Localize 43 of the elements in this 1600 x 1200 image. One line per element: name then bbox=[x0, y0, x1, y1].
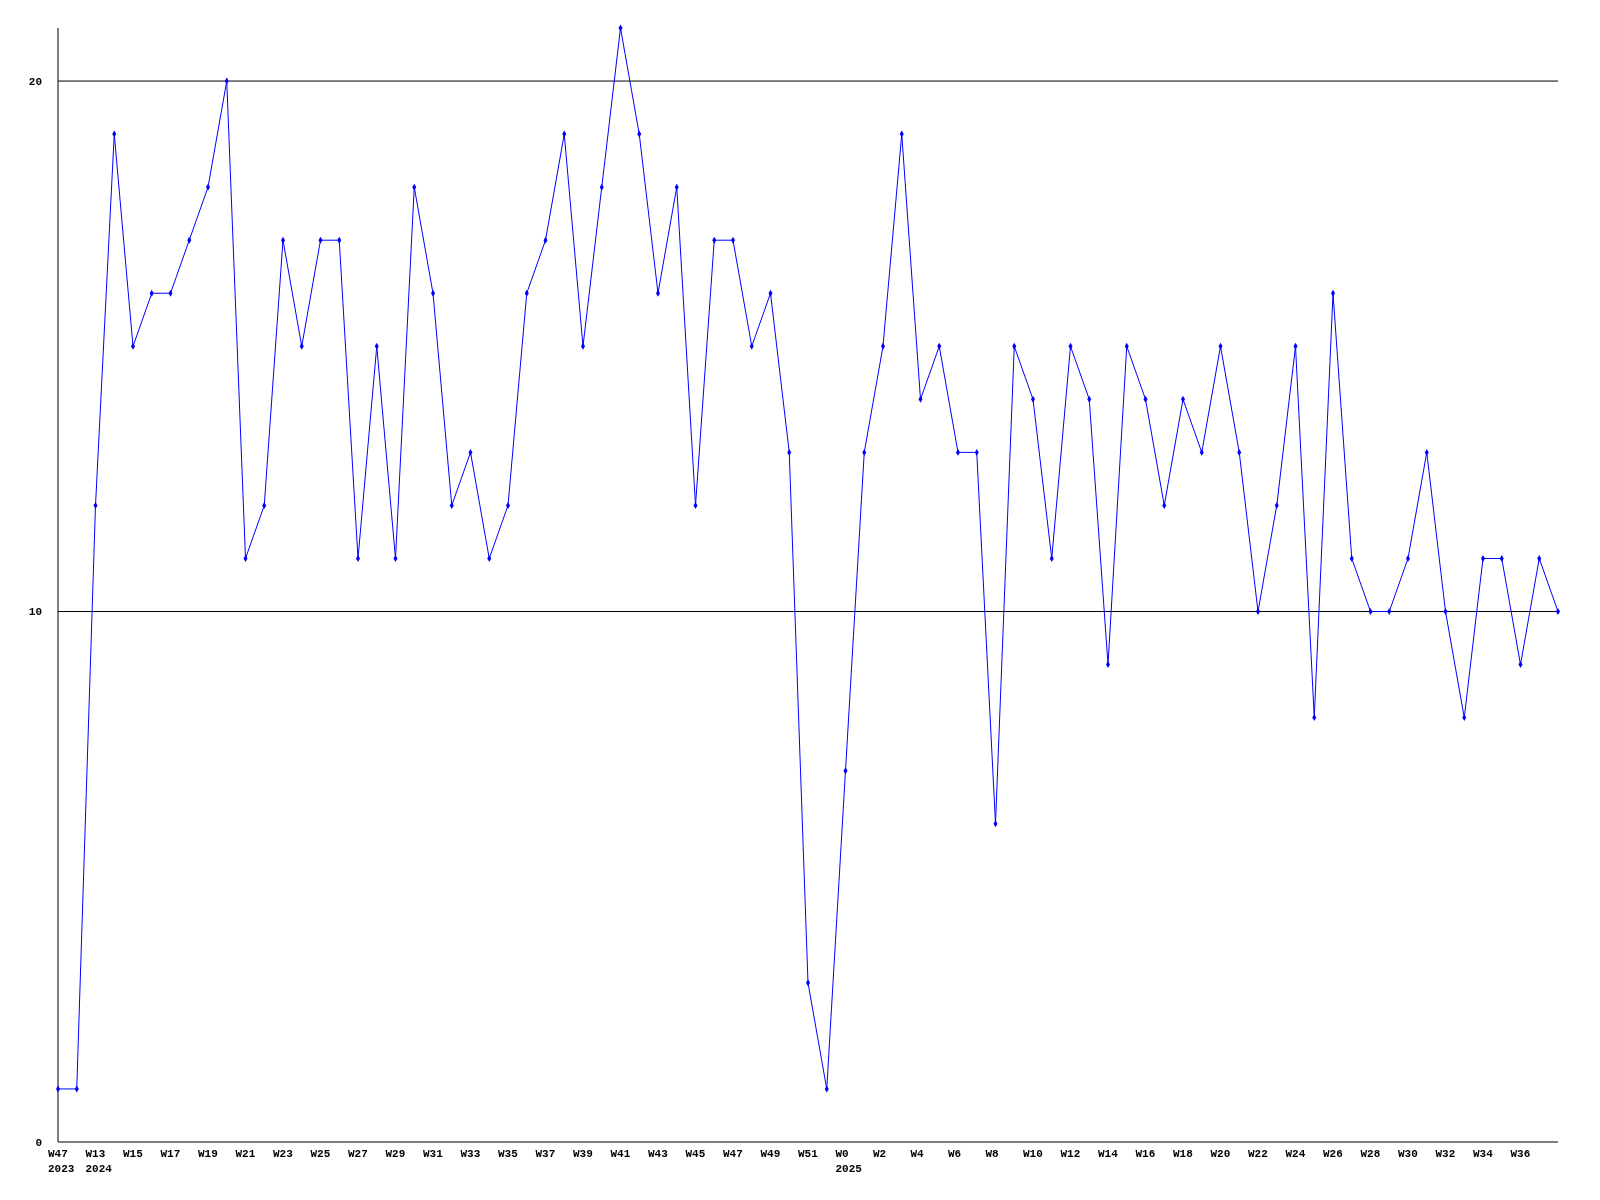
x-tick-label: W49 bbox=[760, 1148, 781, 1160]
x-tick-label: W10 bbox=[1023, 1148, 1043, 1160]
x-tick-label: W39 bbox=[573, 1148, 593, 1160]
x-tick-label: W47 2023 bbox=[48, 1148, 75, 1175]
x-tick-label: W28 bbox=[1360, 1148, 1381, 1160]
x-tick-label: W41 bbox=[610, 1148, 631, 1160]
x-tick-label: W35 bbox=[498, 1148, 519, 1160]
y-tick-label: 0 bbox=[35, 1136, 42, 1149]
x-tick-label: W30 bbox=[1398, 1148, 1418, 1160]
x-tick-label: W20 bbox=[1210, 1148, 1231, 1160]
x-tick-label: W51 bbox=[798, 1148, 819, 1160]
x-tick-label: W17 bbox=[160, 1148, 181, 1160]
x-tick-label: W45 bbox=[685, 1148, 706, 1160]
x-tick-label: W4 bbox=[910, 1148, 925, 1160]
x-tick-label: W33 bbox=[460, 1148, 481, 1160]
x-tick-label: W34 bbox=[1473, 1148, 1494, 1160]
x-tick-label: W36 bbox=[1510, 1148, 1531, 1160]
x-tick-label: W15 bbox=[123, 1148, 144, 1160]
x-tick-label: W21 bbox=[235, 1148, 256, 1160]
x-tick-label: W37 bbox=[535, 1148, 556, 1160]
x-tick-label: W16 bbox=[1135, 1148, 1156, 1160]
y-tick-label: 20 bbox=[28, 75, 42, 88]
y-tick-label: 10 bbox=[28, 606, 42, 619]
x-tick-label: W29 bbox=[385, 1148, 406, 1160]
x-tick-label: W31 bbox=[423, 1148, 444, 1160]
x-tick-label: W8 bbox=[985, 1148, 1000, 1160]
x-tick-label: W23 bbox=[273, 1148, 294, 1160]
x-tick-label: W6 bbox=[948, 1148, 962, 1160]
x-tick-label: W47 bbox=[723, 1148, 743, 1160]
x-tick-label: W27 bbox=[348, 1148, 368, 1160]
x-tick-label: W25 bbox=[310, 1148, 331, 1160]
x-tick-label: W26 bbox=[1323, 1148, 1343, 1160]
x-tick-label: W22 bbox=[1248, 1148, 1268, 1160]
x-tick-label: W14 bbox=[1098, 1148, 1119, 1160]
x-tick-label: W24 bbox=[1285, 1148, 1306, 1160]
x-tick-label: W19 bbox=[198, 1148, 218, 1160]
x-tick-label: W0 2025 bbox=[835, 1148, 863, 1175]
x-tick-label: W12 bbox=[1060, 1148, 1081, 1160]
x-tick-label: W2 bbox=[873, 1148, 887, 1160]
x-tick-label: W13 2024 bbox=[85, 1148, 113, 1175]
x-tick-label: W18 bbox=[1173, 1148, 1194, 1160]
x-tick-label: W43 bbox=[648, 1148, 669, 1160]
x-tick-label: W32 bbox=[1435, 1148, 1456, 1160]
